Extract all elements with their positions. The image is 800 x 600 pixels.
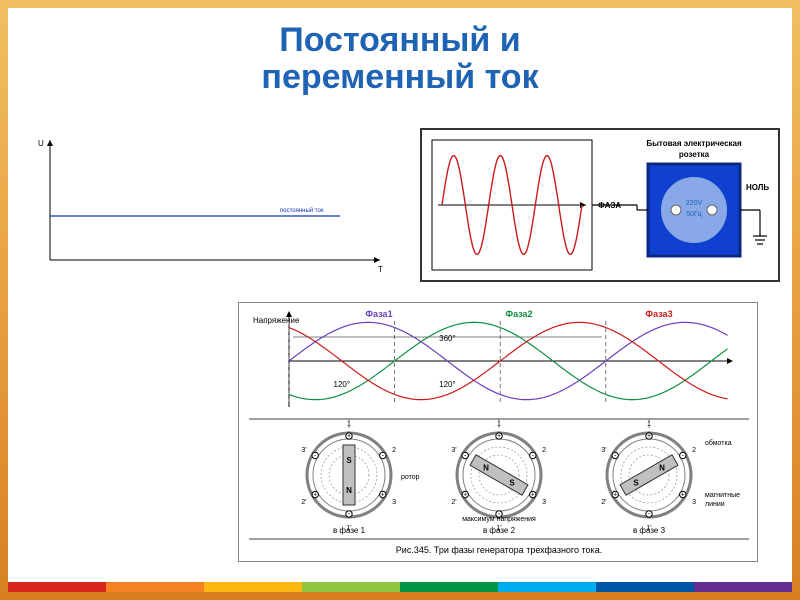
- svg-text:3': 3': [301, 447, 306, 454]
- svg-text:максимум напряжения: максимум напряжения: [462, 516, 536, 523]
- svg-text:S: S: [509, 479, 515, 488]
- svg-text:+: +: [463, 492, 467, 499]
- svg-text:3: 3: [542, 499, 546, 506]
- svg-text:Фаза1: Фаза1: [365, 309, 392, 319]
- svg-text:120°: 120°: [334, 380, 351, 389]
- svg-text:N: N: [659, 464, 665, 473]
- svg-text:Напряжение: Напряжение: [253, 316, 300, 325]
- svg-text:+: +: [613, 492, 617, 499]
- svg-text:+: +: [313, 492, 317, 499]
- three-phase-panel: Напряжение Фаза1 Фаза2 Фаза3 360° 120° 120° 1 +2…: [238, 302, 758, 562]
- page-title: Постоянный и переменный ток: [8, 8, 792, 97]
- svg-text:+: +: [381, 492, 385, 499]
- svg-text:2': 2': [451, 499, 456, 506]
- svg-text:2': 2': [601, 499, 606, 506]
- svg-text:3: 3: [392, 499, 396, 506]
- title-line2: переменный ток: [261, 58, 538, 96]
- svg-text:+: +: [497, 433, 501, 440]
- svg-text:+: +: [531, 492, 535, 499]
- svg-text:S: S: [346, 456, 352, 465]
- svg-text:N: N: [346, 486, 352, 495]
- svg-text:2': 2': [301, 499, 306, 506]
- svg-text:3: 3: [692, 499, 696, 506]
- svg-text:50Гц: 50Гц: [686, 211, 702, 218]
- svg-text:Бытовая электрическая: Бытовая электрическая: [646, 139, 742, 148]
- svg-text:линии: линии: [705, 501, 725, 508]
- svg-text:+: +: [647, 433, 651, 440]
- svg-text:в фазе 2: в фазе 2: [483, 526, 516, 535]
- svg-text:ротор: ротор: [401, 474, 420, 481]
- svg-text:2: 2: [692, 447, 696, 454]
- title-line1: Постоянный и: [279, 21, 520, 59]
- ac-socket-panel: ФАЗАБытовая электрическаярозетка220V50Гц…: [420, 128, 780, 282]
- rainbow-bar: [8, 582, 792, 592]
- svg-text:2: 2: [542, 447, 546, 454]
- svg-text:2: 2: [392, 447, 396, 454]
- svg-text:Рис.345. Три фазы генератора т: Рис.345. Три фазы генератора трехфазного…: [396, 545, 602, 555]
- svg-text:120°: 120°: [439, 380, 456, 389]
- svg-text:в фазе 1: в фазе 1: [333, 526, 366, 535]
- dc-chart: U Tпостоянный ток: [26, 128, 406, 278]
- svg-text:3': 3': [451, 447, 456, 454]
- svg-text:магнитные: магнитные: [705, 492, 740, 499]
- svg-text:T: T: [378, 265, 383, 274]
- svg-text:Фаза3: Фаза3: [645, 309, 672, 319]
- svg-text:розетка: розетка: [679, 150, 710, 159]
- svg-text:360°: 360°: [439, 334, 456, 343]
- svg-text:1: 1: [347, 421, 351, 428]
- svg-text:N: N: [483, 464, 489, 473]
- svg-text:1: 1: [647, 421, 651, 428]
- svg-text:+: +: [347, 433, 351, 440]
- dc-chart-panel: U Tпостоянный ток: [26, 128, 406, 282]
- ac-chart: ФАЗАБытовая электрическаярозетка220V50Гц…: [422, 130, 778, 280]
- svg-text:+: +: [681, 492, 685, 499]
- svg-text:220V: 220V: [686, 200, 703, 207]
- svg-text:S: S: [633, 479, 639, 488]
- svg-text:1: 1: [497, 421, 501, 428]
- svg-text:U: U: [38, 139, 44, 148]
- svg-text:3': 3': [601, 447, 606, 454]
- svg-text:Фаза2: Фаза2: [505, 309, 532, 319]
- svg-text:в фазе 3: в фазе 3: [633, 526, 666, 535]
- three-phase-chart: Напряжение Фаза1 Фаза2 Фаза3 360° 120° 120° 1 +2…: [239, 303, 759, 561]
- svg-text:НОЛЬ: НОЛЬ: [746, 183, 769, 192]
- svg-text:обмотка: обмотка: [705, 439, 732, 447]
- svg-text:постоянный ток: постоянный ток: [280, 207, 324, 214]
